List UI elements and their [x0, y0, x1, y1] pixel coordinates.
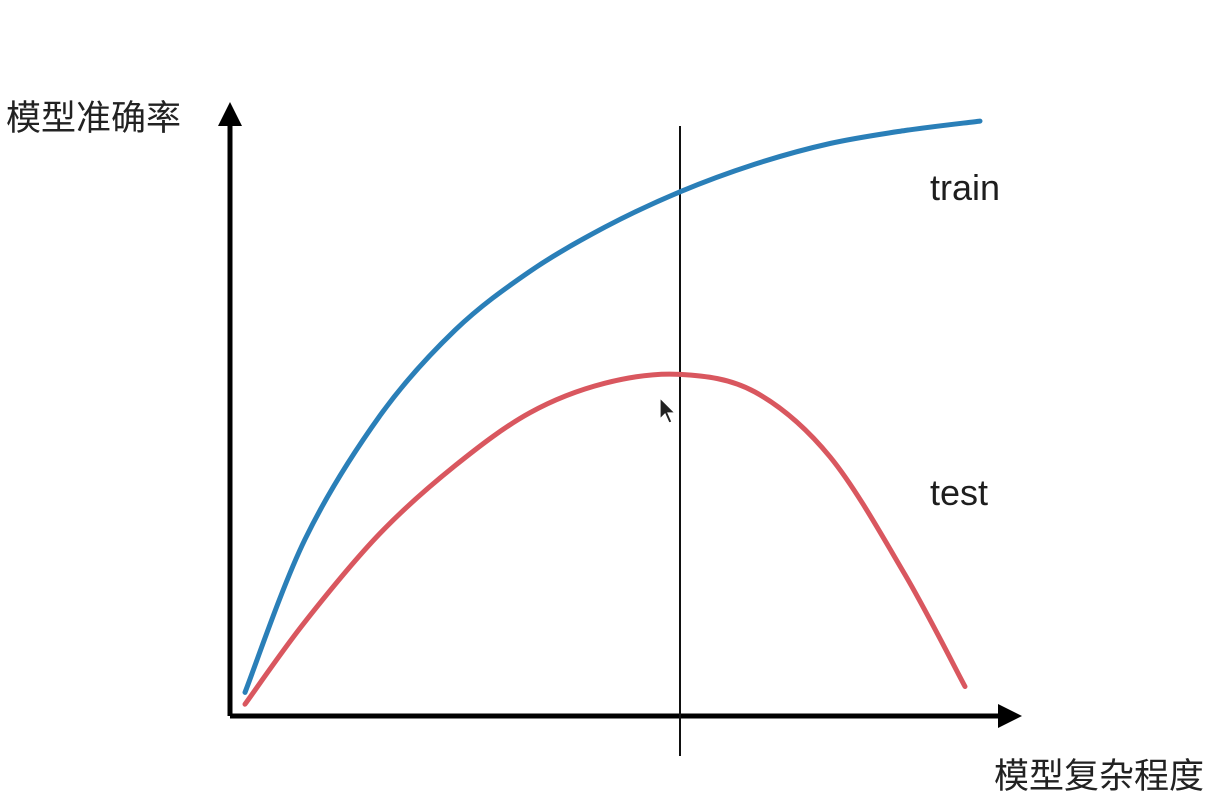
train-series-label: train	[930, 167, 1000, 208]
axes	[218, 102, 1022, 728]
y-axis-label: 模型准确率	[6, 99, 181, 139]
x-axis-arrowhead	[998, 704, 1022, 728]
test-series-line	[242, 371, 968, 707]
mouse-cursor-icon	[659, 396, 677, 424]
test-series-label: test	[930, 472, 988, 513]
train-series-line	[242, 118, 983, 695]
series-labels: train test	[930, 167, 1000, 513]
y-axis-arrowhead	[218, 102, 242, 126]
series-layer	[242, 118, 983, 707]
x-axis-label: 模型复杂程度	[994, 757, 1204, 796]
